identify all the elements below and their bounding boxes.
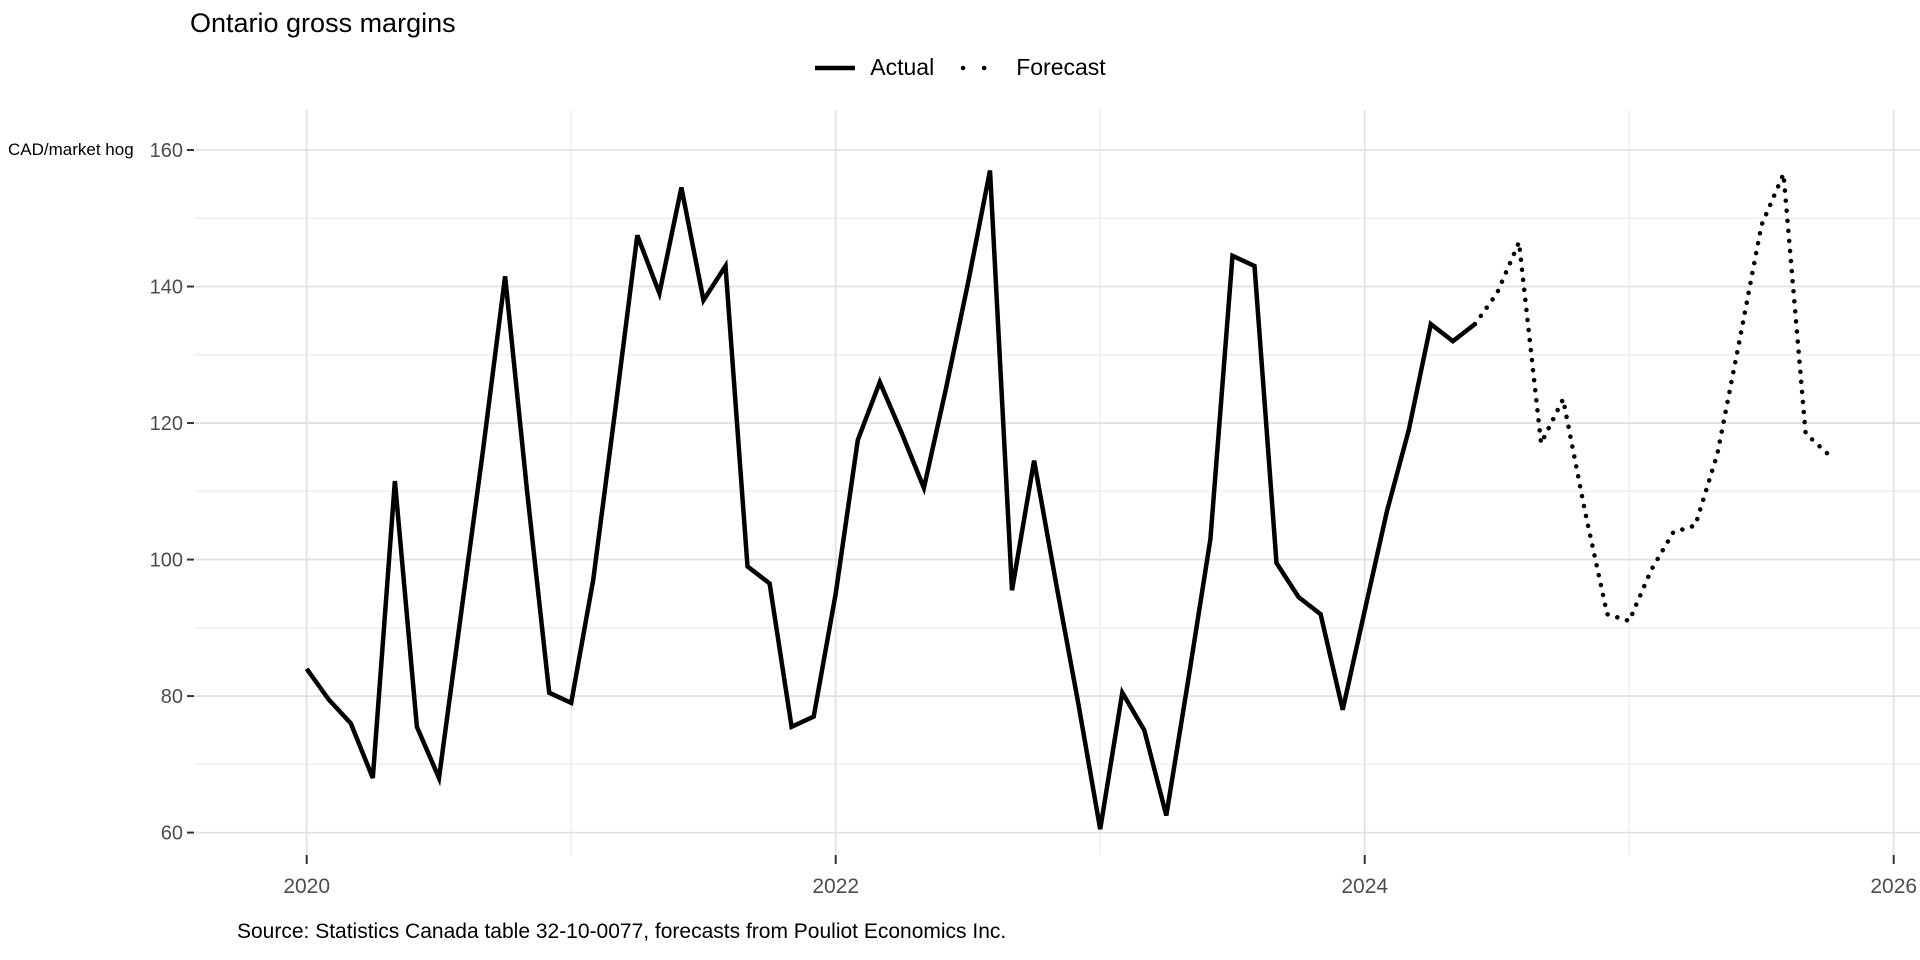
y-tick-label: 100 — [150, 550, 183, 572]
x-tick-label: 2024 — [1341, 875, 1388, 898]
series-line-forecast — [1472, 173, 1830, 624]
y-tick-label: 80 — [161, 686, 183, 708]
legend-label-forecast: Forecast — [1016, 54, 1106, 80]
series-line-actual — [304, 170, 1477, 830]
legend-key-solid-line — [815, 65, 856, 70]
legend-item-actual: Actual — [814, 54, 934, 81]
legend-key-dotted-line — [960, 65, 1003, 70]
y-tick-label: 140 — [150, 277, 183, 299]
y-tick-label: 60 — [161, 823, 183, 845]
legend: Actual Forecast — [0, 54, 1920, 81]
y-tick-label: 120 — [150, 413, 183, 435]
y-axis-title: CAD/market hog — [8, 140, 134, 159]
x-tick-label: 2022 — [812, 875, 859, 898]
source-note: Source: Statistics Canada table 32-10-00… — [237, 920, 1007, 943]
chart-title: Ontario gross margins — [190, 8, 456, 38]
y-tick-label: 160 — [150, 140, 183, 162]
x-tick-label: 2020 — [283, 875, 330, 898]
x-tick-label: 2026 — [1870, 875, 1917, 898]
legend-label-actual: Actual — [870, 54, 935, 80]
legend-item-forecast: Forecast — [960, 54, 1106, 81]
